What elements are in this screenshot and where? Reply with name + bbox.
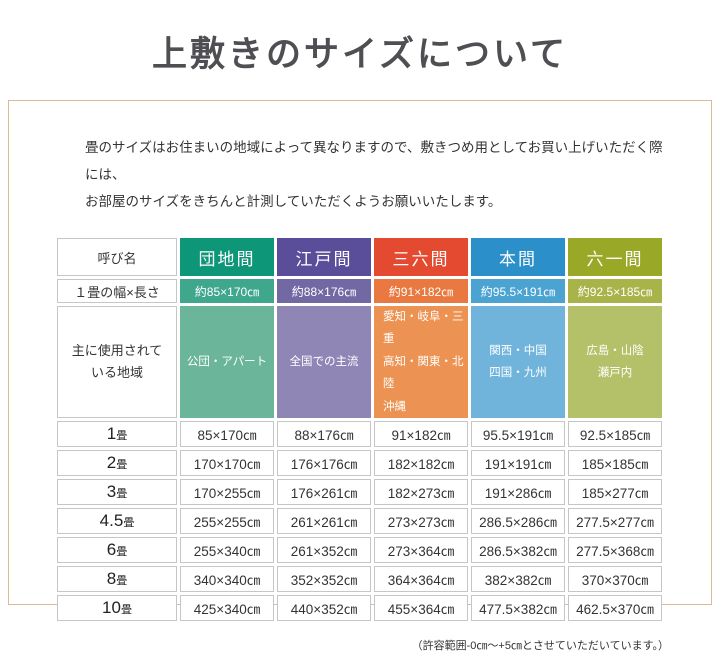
table-row-1jo: 1畳 85×170㎝ 88×176㎝ 91×182㎝ 95.5×191㎝ 92.…: [57, 421, 662, 448]
size-value-cell: 95.5×191㎝: [471, 421, 565, 448]
size-value-cell: 182×182㎝: [374, 450, 468, 477]
column-header-edoma: 江戸間: [277, 238, 371, 276]
mat-size-row-label: １畳の幅×長さ: [57, 279, 177, 303]
size-value-cell: 191×191㎝: [471, 450, 565, 477]
size-value-cell: 286.5×382㎝: [471, 537, 565, 564]
row-label: 3畳: [57, 479, 177, 506]
size-value-cell: 277.5×277㎝: [568, 508, 662, 535]
mat-size-cell: 約88×176㎝: [277, 279, 371, 303]
table-row-4-5jo: 4.5畳 255×255㎝ 261×261㎝ 273×273㎝ 286.5×28…: [57, 508, 662, 535]
table-row-10jo: 10畳 425×340㎝ 440×352㎝ 455×364㎝ 477.5×382…: [57, 595, 662, 622]
tolerance-note: （許容範囲-0㎝～+5㎝とさせていただいています。）: [411, 640, 669, 653]
size-value-cell: 455×364㎝: [374, 595, 468, 622]
size-value-cell: 255×255㎝: [180, 508, 274, 535]
mat-size-row: １畳の幅×長さ 約85×170㎝ 約88×176㎝ 約91×182㎝ 約95.5…: [57, 279, 662, 303]
table-row-6jo: 6畳 255×340㎝ 261×352㎝ 273×364㎝ 286.5×382㎝…: [57, 537, 662, 564]
content-box: 畳のサイズはお住まいの地域によって異なりますので、敷きつめ用としてお買い上げいた…: [8, 100, 712, 652]
size-value-cell: 477.5×382㎝: [471, 595, 565, 622]
region-cell: 全国での主流: [277, 306, 371, 419]
size-value-cell: 176×261㎝: [277, 479, 371, 506]
row-label: 2畳: [57, 450, 177, 477]
size-value-cell: 382×382㎝: [471, 566, 565, 593]
size-value-cell: 170×170㎝: [180, 450, 274, 477]
column-header-danchima: 団地間: [180, 238, 274, 276]
column-header-rokuichima: 六一間: [568, 238, 662, 276]
corner-header-cell: 呼び名: [57, 238, 177, 276]
size-value-cell: 191×286㎝: [471, 479, 565, 506]
row-label: 1畳: [57, 421, 177, 448]
size-value-cell: 273×273㎝: [374, 508, 468, 535]
size-value-cell: 91×182㎝: [374, 421, 468, 448]
region-cell: 関西・中国 四国・九州: [471, 306, 565, 419]
intro-line-1: 畳のサイズはお住まいの地域によって異なりますので、敷きつめ用としてお買い上げいた…: [85, 140, 663, 182]
size-value-cell: 462.5×370㎝: [568, 595, 662, 622]
mat-size-cell: 約95.5×191㎝: [471, 279, 565, 303]
size-value-cell: 340×340㎝: [180, 566, 274, 593]
size-value-cell: 440×352㎝: [277, 595, 371, 622]
size-value-cell: 277.5×368㎝: [568, 537, 662, 564]
table-row-2jo: 2畳 170×170㎝ 176×176㎝ 182×182㎝ 191×191㎝ 1…: [57, 450, 662, 477]
region-cell: 公団・アパート: [180, 306, 274, 419]
region-row-label: 主に使用されて いる地域: [57, 306, 177, 419]
size-value-cell: 182×273㎝: [374, 479, 468, 506]
intro-line-2: お部屋のサイズをきちんと計測していただくようお願いいたします。: [85, 194, 502, 209]
size-value-cell: 364×364㎝: [374, 566, 468, 593]
size-value-cell: 352×352㎝: [277, 566, 371, 593]
intro-text: 畳のサイズはお住まいの地域によって異なりますので、敷きつめ用としてお買い上げいた…: [85, 134, 671, 215]
size-value-cell: 425×340㎝: [180, 595, 274, 622]
size-value-cell: 255×340㎝: [180, 537, 274, 564]
column-header-honma: 本間: [471, 238, 565, 276]
column-header-sanrokuma: 三六間: [374, 238, 468, 276]
region-cell: 愛知・岐阜・三重 高知・関東・北陸 沖縄: [374, 306, 468, 419]
size-value-cell: 85×170㎝: [180, 421, 274, 448]
mat-size-cell: 約91×182㎝: [374, 279, 468, 303]
table-row-3jo: 3畳 170×255㎝ 176×261㎝ 182×273㎝ 191×286㎝ 1…: [57, 479, 662, 506]
size-value-cell: 261×261㎝: [277, 508, 371, 535]
size-value-cell: 185×185㎝: [568, 450, 662, 477]
region-row: 主に使用されて いる地域 公団・アパート 全国での主流 愛知・岐阜・三重 高知・…: [57, 306, 662, 419]
row-label: 6畳: [57, 537, 177, 564]
size-value-cell: 170×255㎝: [180, 479, 274, 506]
size-value-cell: 273×364㎝: [374, 537, 468, 564]
page-title: 上敷きのサイズについて: [152, 35, 568, 74]
mat-size-cell: 約85×170㎝: [180, 279, 274, 303]
row-label: 8畳: [57, 566, 177, 593]
tatami-size-table: 呼び名 団地間 江戸間 三六間 本間 六一間 １畳の幅×長さ 約85×170㎝ …: [54, 235, 665, 624]
size-value-cell: 92.5×185㎝: [568, 421, 662, 448]
table-row-8jo: 8畳 340×340㎝ 352×352㎝ 364×364㎝ 382×382㎝ 3…: [57, 566, 662, 593]
size-value-cell: 185×277㎝: [568, 479, 662, 506]
size-value-cell: 176×176㎝: [277, 450, 371, 477]
size-value-cell: 261×352㎝: [277, 537, 371, 564]
header-row: 呼び名 団地間 江戸間 三六間 本間 六一間: [57, 238, 662, 276]
region-cell: 広島・山陰 瀬戸内: [568, 306, 662, 419]
row-label: 10畳: [57, 595, 177, 622]
mat-size-cell: 約92.5×185㎝: [568, 279, 662, 303]
size-value-cell: 286.5×286㎝: [471, 508, 565, 535]
row-label: 4.5畳: [57, 508, 177, 535]
size-value-cell: 88×176㎝: [277, 421, 371, 448]
size-value-cell: 370×370㎝: [568, 566, 662, 593]
